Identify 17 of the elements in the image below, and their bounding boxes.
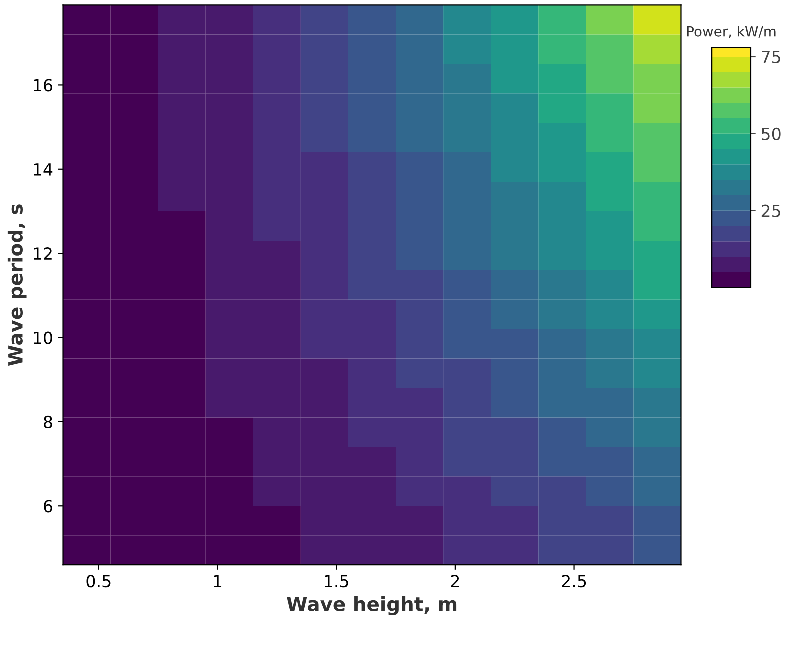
y-axis-title: Wave period, s: [8, 204, 27, 366]
color-bar-label: 75: [762, 51, 780, 64]
x-tick-label: 0.5: [86, 575, 111, 588]
y-tick-label: 12: [34, 248, 52, 260]
y-tick-label: 14: [34, 164, 53, 176]
x-tick-label: 2.5: [562, 575, 586, 588]
color-bar-label: 25: [762, 204, 780, 218]
x-tick-label: 2: [451, 575, 460, 588]
x-tick-label: 1: [214, 575, 222, 588]
color-bar-label: 50: [762, 128, 781, 140]
y-tick-label: 8: [44, 416, 52, 429]
color-bar-title: Power, kW/m: [687, 26, 776, 38]
y-tick-label: 10: [34, 332, 52, 344]
y-tick-label: 6: [44, 500, 52, 513]
x-axis-title: Wave height, m: [286, 596, 457, 616]
x-tick-label: 1.5: [325, 575, 348, 588]
y-tick-label: 16: [34, 79, 52, 92]
